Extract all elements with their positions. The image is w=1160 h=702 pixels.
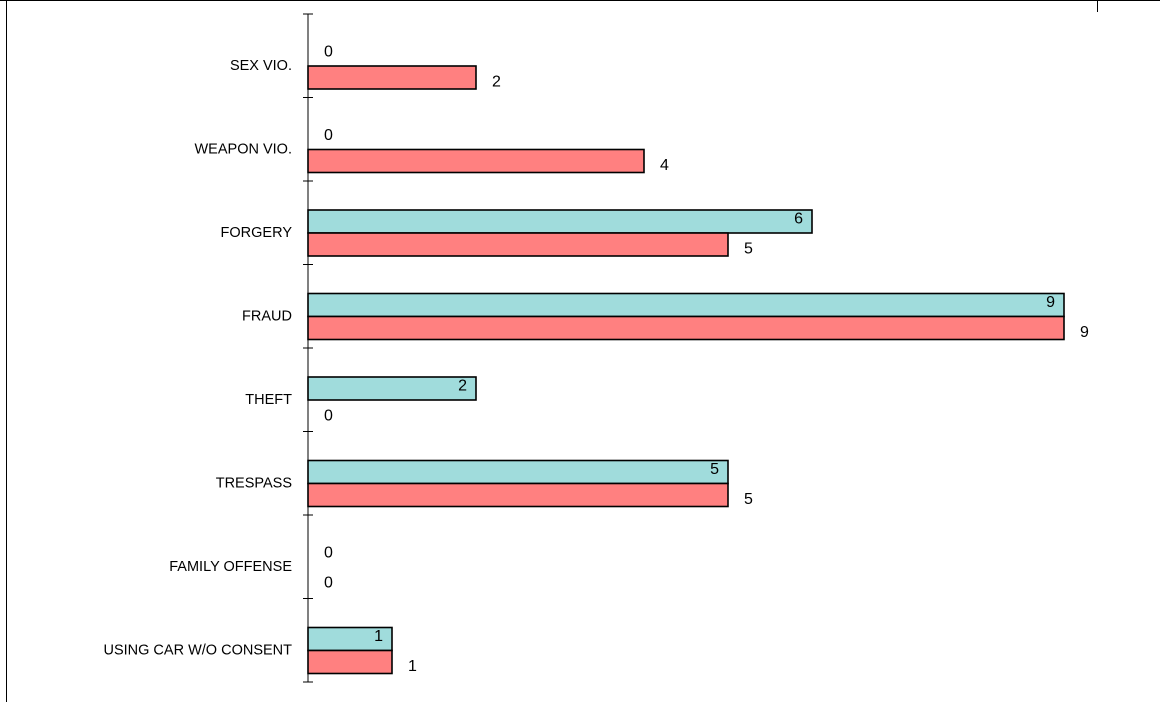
data-label-series1-using-car-w-o-consent: 1 [374,628,383,645]
data-label-series1-forgery: 6 [794,211,803,228]
category-label-trespass: TRESPASS [216,475,292,491]
category-label-sex-vio: SEX VIO. [230,58,292,74]
bar-series2-fraud [307,315,1065,341]
bars [307,65,1065,675]
data-label-series1-trespass: 5 [710,461,719,478]
data-label-series2-family-offense: 0 [324,575,333,592]
category-label-weapon-vio: WEAPON VIO. [195,141,293,157]
bar-series2-weapon-vio [307,148,645,174]
data-label-series2-theft: 0 [324,408,333,425]
data-label-series2-forgery: 5 [744,241,753,258]
bar-series1-trespass [307,459,729,485]
data-label-series1-theft: 2 [458,378,467,395]
y-axis [303,13,313,683]
data-labels: 0 2 0 4 6 5 9 9 2 0 5 5 0 0 1 1 [324,44,1089,676]
category-label-forgery: FORGERY [221,225,293,241]
data-label-series1-sex-vio: 0 [324,44,333,61]
bar-series2-trespass [307,482,729,508]
bar-series1-forgery [307,209,813,234]
bar-series2-sex-vio [307,65,477,90]
data-label-series2-sex-vio: 2 [492,74,501,91]
bar-series2-using-car-w-o-consent [307,649,393,675]
category-label-using-car-w-o-consent: USING CAR W/O CONSENT [103,642,292,658]
data-label-series2-fraud: 9 [1080,324,1089,341]
bar-series2-forgery [307,232,729,257]
bar-series1-theft [307,376,477,401]
data-label-series1-family-offense: 0 [324,545,333,562]
category-label-fraud: FRAUD [242,308,292,324]
data-label-series2-weapon-vio: 4 [660,157,669,174]
category-labels: SEX VIO. WEAPON VIO. FORGERY FRAUD THEFT TRES… [103,58,292,659]
data-label-series1-fraud: 9 [1046,294,1055,311]
data-label-series1-weapon-vio: 0 [324,127,333,144]
data-label-series2-trespass: 5 [744,491,753,508]
data-label-series2-using-car-w-o-consent: 1 [408,658,417,675]
category-label-family-offense: FAMILY OFFENSE [169,559,292,575]
category-label-theft: THEFT [245,392,292,408]
bar-series1-fraud [307,292,1065,318]
